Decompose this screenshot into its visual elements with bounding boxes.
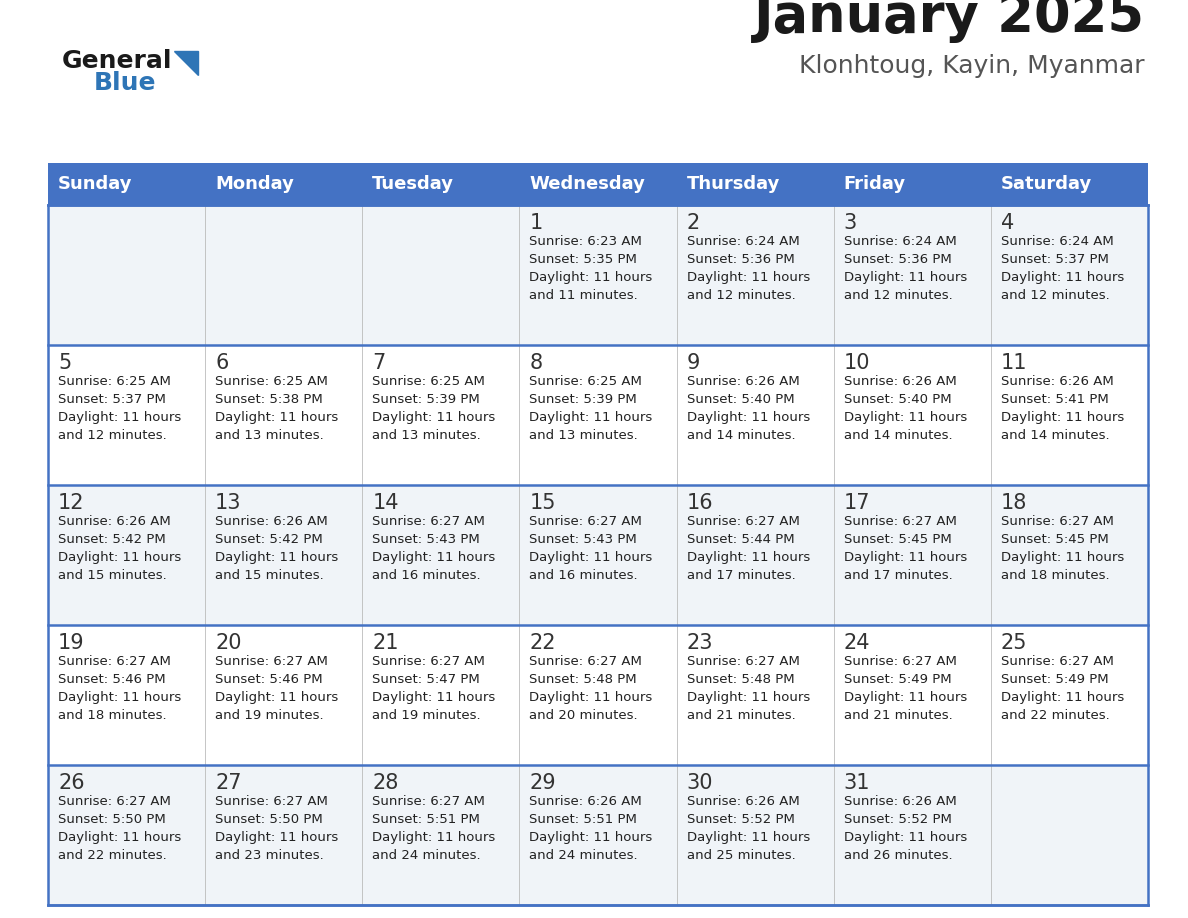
Text: Sunrise: 6:27 AM
Sunset: 5:43 PM
Daylight: 11 hours
and 16 minutes.: Sunrise: 6:27 AM Sunset: 5:43 PM Dayligh…: [372, 515, 495, 582]
FancyBboxPatch shape: [48, 485, 1148, 625]
FancyBboxPatch shape: [48, 163, 1148, 205]
Text: 24: 24: [843, 633, 871, 653]
Text: Sunrise: 6:25 AM
Sunset: 5:39 PM
Daylight: 11 hours
and 13 minutes.: Sunrise: 6:25 AM Sunset: 5:39 PM Dayligh…: [372, 375, 495, 442]
Text: Sunrise: 6:27 AM
Sunset: 5:46 PM
Daylight: 11 hours
and 18 minutes.: Sunrise: 6:27 AM Sunset: 5:46 PM Dayligh…: [58, 655, 182, 722]
Text: 8: 8: [530, 353, 543, 373]
Text: 14: 14: [372, 493, 399, 513]
Text: 16: 16: [687, 493, 713, 513]
Text: 22: 22: [530, 633, 556, 653]
Text: Sunrise: 6:25 AM
Sunset: 5:39 PM
Daylight: 11 hours
and 13 minutes.: Sunrise: 6:25 AM Sunset: 5:39 PM Dayligh…: [530, 375, 652, 442]
Text: 26: 26: [58, 773, 84, 793]
Text: Sunrise: 6:25 AM
Sunset: 5:37 PM
Daylight: 11 hours
and 12 minutes.: Sunrise: 6:25 AM Sunset: 5:37 PM Dayligh…: [58, 375, 182, 442]
Text: Sunrise: 6:27 AM
Sunset: 5:45 PM
Daylight: 11 hours
and 18 minutes.: Sunrise: 6:27 AM Sunset: 5:45 PM Dayligh…: [1000, 515, 1124, 582]
Text: 31: 31: [843, 773, 871, 793]
Text: Sunrise: 6:24 AM
Sunset: 5:36 PM
Daylight: 11 hours
and 12 minutes.: Sunrise: 6:24 AM Sunset: 5:36 PM Dayligh…: [843, 235, 967, 302]
Text: 12: 12: [58, 493, 84, 513]
Text: Monday: Monday: [215, 175, 293, 193]
Text: 23: 23: [687, 633, 713, 653]
Text: 5: 5: [58, 353, 71, 373]
Text: 18: 18: [1000, 493, 1028, 513]
Text: Sunrise: 6:27 AM
Sunset: 5:48 PM
Daylight: 11 hours
and 21 minutes.: Sunrise: 6:27 AM Sunset: 5:48 PM Dayligh…: [687, 655, 810, 722]
Text: 17: 17: [843, 493, 871, 513]
Text: 29: 29: [530, 773, 556, 793]
FancyBboxPatch shape: [48, 205, 1148, 345]
Text: Sunrise: 6:26 AM
Sunset: 5:40 PM
Daylight: 11 hours
and 14 minutes.: Sunrise: 6:26 AM Sunset: 5:40 PM Dayligh…: [687, 375, 810, 442]
Text: 6: 6: [215, 353, 228, 373]
FancyBboxPatch shape: [48, 765, 1148, 905]
Text: Sunrise: 6:26 AM
Sunset: 5:41 PM
Daylight: 11 hours
and 14 minutes.: Sunrise: 6:26 AM Sunset: 5:41 PM Dayligh…: [1000, 375, 1124, 442]
Text: Thursday: Thursday: [687, 175, 781, 193]
FancyBboxPatch shape: [48, 625, 1148, 765]
Text: 15: 15: [530, 493, 556, 513]
Text: Tuesday: Tuesday: [372, 175, 454, 193]
Text: 25: 25: [1000, 633, 1028, 653]
Text: Wednesday: Wednesday: [530, 175, 645, 193]
Text: Sunrise: 6:27 AM
Sunset: 5:49 PM
Daylight: 11 hours
and 21 minutes.: Sunrise: 6:27 AM Sunset: 5:49 PM Dayligh…: [843, 655, 967, 722]
Text: 19: 19: [58, 633, 84, 653]
Text: Sunrise: 6:27 AM
Sunset: 5:47 PM
Daylight: 11 hours
and 19 minutes.: Sunrise: 6:27 AM Sunset: 5:47 PM Dayligh…: [372, 655, 495, 722]
Text: 3: 3: [843, 213, 857, 233]
Text: Sunrise: 6:26 AM
Sunset: 5:42 PM
Daylight: 11 hours
and 15 minutes.: Sunrise: 6:26 AM Sunset: 5:42 PM Dayligh…: [215, 515, 339, 582]
Text: Sunrise: 6:27 AM
Sunset: 5:50 PM
Daylight: 11 hours
and 22 minutes.: Sunrise: 6:27 AM Sunset: 5:50 PM Dayligh…: [58, 795, 182, 862]
Text: Sunrise: 6:25 AM
Sunset: 5:38 PM
Daylight: 11 hours
and 13 minutes.: Sunrise: 6:25 AM Sunset: 5:38 PM Dayligh…: [215, 375, 339, 442]
Text: January 2025: January 2025: [754, 0, 1145, 43]
Text: 20: 20: [215, 633, 241, 653]
Text: Sunrise: 6:23 AM
Sunset: 5:35 PM
Daylight: 11 hours
and 11 minutes.: Sunrise: 6:23 AM Sunset: 5:35 PM Dayligh…: [530, 235, 652, 302]
Text: 9: 9: [687, 353, 700, 373]
Text: Sunrise: 6:27 AM
Sunset: 5:48 PM
Daylight: 11 hours
and 20 minutes.: Sunrise: 6:27 AM Sunset: 5:48 PM Dayligh…: [530, 655, 652, 722]
Text: 4: 4: [1000, 213, 1015, 233]
FancyBboxPatch shape: [48, 345, 1148, 485]
Text: 28: 28: [372, 773, 399, 793]
Text: Sunrise: 6:26 AM
Sunset: 5:51 PM
Daylight: 11 hours
and 24 minutes.: Sunrise: 6:26 AM Sunset: 5:51 PM Dayligh…: [530, 795, 652, 862]
Text: Sunrise: 6:27 AM
Sunset: 5:50 PM
Daylight: 11 hours
and 23 minutes.: Sunrise: 6:27 AM Sunset: 5:50 PM Dayligh…: [215, 795, 339, 862]
Text: 27: 27: [215, 773, 241, 793]
Polygon shape: [173, 51, 198, 75]
Text: Blue: Blue: [94, 71, 157, 95]
Text: Sunday: Sunday: [58, 175, 133, 193]
Text: Sunrise: 6:27 AM
Sunset: 5:44 PM
Daylight: 11 hours
and 17 minutes.: Sunrise: 6:27 AM Sunset: 5:44 PM Dayligh…: [687, 515, 810, 582]
Text: 1: 1: [530, 213, 543, 233]
Text: Friday: Friday: [843, 175, 905, 193]
Text: Sunrise: 6:27 AM
Sunset: 5:51 PM
Daylight: 11 hours
and 24 minutes.: Sunrise: 6:27 AM Sunset: 5:51 PM Dayligh…: [372, 795, 495, 862]
Text: General: General: [62, 49, 172, 73]
Text: Sunrise: 6:27 AM
Sunset: 5:46 PM
Daylight: 11 hours
and 19 minutes.: Sunrise: 6:27 AM Sunset: 5:46 PM Dayligh…: [215, 655, 339, 722]
Text: Sunrise: 6:27 AM
Sunset: 5:43 PM
Daylight: 11 hours
and 16 minutes.: Sunrise: 6:27 AM Sunset: 5:43 PM Dayligh…: [530, 515, 652, 582]
Text: Saturday: Saturday: [1000, 175, 1092, 193]
Text: 30: 30: [687, 773, 713, 793]
Text: 13: 13: [215, 493, 241, 513]
Text: 7: 7: [372, 353, 386, 373]
Text: 21: 21: [372, 633, 399, 653]
Text: Sunrise: 6:26 AM
Sunset: 5:42 PM
Daylight: 11 hours
and 15 minutes.: Sunrise: 6:26 AM Sunset: 5:42 PM Dayligh…: [58, 515, 182, 582]
Text: Sunrise: 6:24 AM
Sunset: 5:37 PM
Daylight: 11 hours
and 12 minutes.: Sunrise: 6:24 AM Sunset: 5:37 PM Dayligh…: [1000, 235, 1124, 302]
Text: Sunrise: 6:27 AM
Sunset: 5:45 PM
Daylight: 11 hours
and 17 minutes.: Sunrise: 6:27 AM Sunset: 5:45 PM Dayligh…: [843, 515, 967, 582]
Text: Klonhtoug, Kayin, Myanmar: Klonhtoug, Kayin, Myanmar: [800, 54, 1145, 78]
Text: 10: 10: [843, 353, 871, 373]
Text: Sunrise: 6:24 AM
Sunset: 5:36 PM
Daylight: 11 hours
and 12 minutes.: Sunrise: 6:24 AM Sunset: 5:36 PM Dayligh…: [687, 235, 810, 302]
Text: 11: 11: [1000, 353, 1028, 373]
Text: Sunrise: 6:26 AM
Sunset: 5:52 PM
Daylight: 11 hours
and 26 minutes.: Sunrise: 6:26 AM Sunset: 5:52 PM Dayligh…: [843, 795, 967, 862]
Text: 2: 2: [687, 213, 700, 233]
Text: Sunrise: 6:27 AM
Sunset: 5:49 PM
Daylight: 11 hours
and 22 minutes.: Sunrise: 6:27 AM Sunset: 5:49 PM Dayligh…: [1000, 655, 1124, 722]
Text: Sunrise: 6:26 AM
Sunset: 5:40 PM
Daylight: 11 hours
and 14 minutes.: Sunrise: 6:26 AM Sunset: 5:40 PM Dayligh…: [843, 375, 967, 442]
Text: Sunrise: 6:26 AM
Sunset: 5:52 PM
Daylight: 11 hours
and 25 minutes.: Sunrise: 6:26 AM Sunset: 5:52 PM Dayligh…: [687, 795, 810, 862]
